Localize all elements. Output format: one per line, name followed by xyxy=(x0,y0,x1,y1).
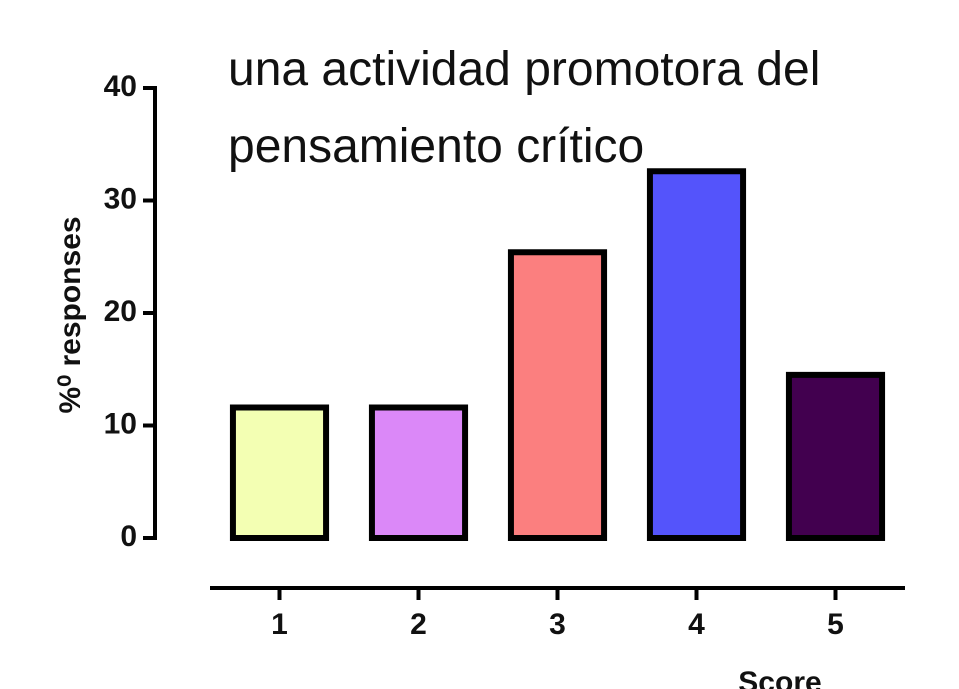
chart-title: una actividad promotora del xyxy=(228,43,820,96)
bar xyxy=(507,249,608,541)
y-axis-label: %⁰ responses xyxy=(54,216,87,413)
y-tick-label: 30 xyxy=(104,182,137,215)
x-tick-label: 1 xyxy=(271,608,288,641)
chart-title: pensamiento crítico xyxy=(228,120,644,173)
x-axis-label: Score xyxy=(738,666,821,689)
y-tick-label: 0 xyxy=(120,520,137,553)
x-tick-label: 2 xyxy=(410,608,427,641)
y-tick-label: 40 xyxy=(104,70,137,103)
bar xyxy=(785,371,886,541)
x-tick-label: 4 xyxy=(688,608,705,641)
x-tick-label: 5 xyxy=(827,608,844,641)
bar xyxy=(646,168,747,541)
bar xyxy=(368,404,469,541)
y-tick-label: 20 xyxy=(104,295,137,328)
y-tick-label: 10 xyxy=(104,407,137,440)
bar xyxy=(229,404,330,541)
x-tick-label: 3 xyxy=(549,608,566,641)
